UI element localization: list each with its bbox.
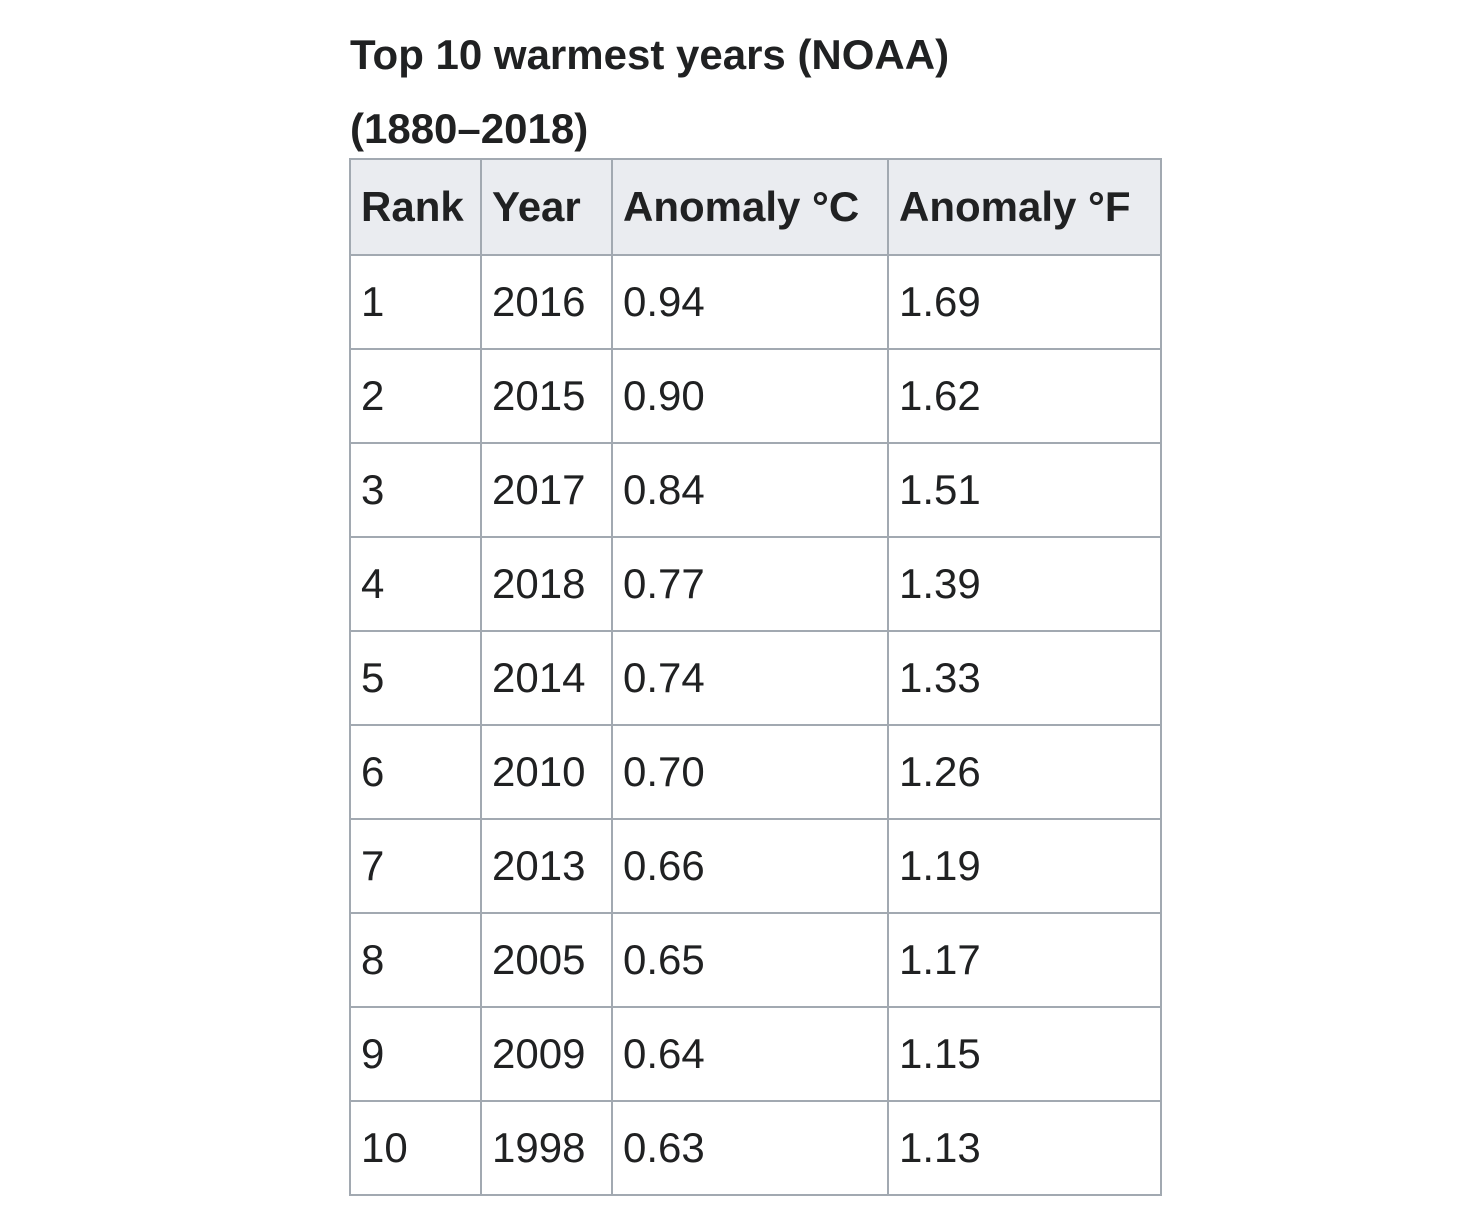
- cell-rank: 6: [349, 724, 482, 820]
- cell-anomaly-fahrenheit: 1.17: [887, 912, 1162, 1008]
- cell-anomaly-celsius: 0.70: [611, 724, 889, 820]
- cell-anomaly-fahrenheit: 1.33: [887, 630, 1162, 726]
- cell-rank: 4: [349, 536, 482, 632]
- cell-rank: 1: [349, 254, 482, 350]
- cell-anomaly-celsius: 0.65: [611, 912, 889, 1008]
- cell-rank: 7: [349, 818, 482, 914]
- cell-anomaly-fahrenheit: 1.26: [887, 724, 1162, 820]
- table-row: 2 2015 0.90 1.62: [349, 348, 1162, 444]
- cell-year: 2013: [480, 818, 613, 914]
- cell-year: 2017: [480, 442, 613, 538]
- cell-anomaly-fahrenheit: 1.39: [887, 536, 1162, 632]
- table-header-row: Rank Year Anomaly °C Anomaly °F: [349, 158, 1162, 256]
- cell-rank: 2: [349, 348, 482, 444]
- table-row: 6 2010 0.70 1.26: [349, 724, 1162, 820]
- column-header-year[interactable]: Year: [480, 158, 613, 256]
- cell-year: 2010: [480, 724, 613, 820]
- table-row: 9 2009 0.64 1.15: [349, 1006, 1162, 1102]
- cell-anomaly-celsius: 0.94: [611, 254, 889, 350]
- cell-anomaly-fahrenheit: 1.13: [887, 1100, 1162, 1196]
- cell-year: 2005: [480, 912, 613, 1008]
- cell-anomaly-fahrenheit: 1.62: [887, 348, 1162, 444]
- table-row: 4 2018 0.77 1.39: [349, 536, 1162, 632]
- table-row: 7 2013 0.66 1.19: [349, 818, 1162, 914]
- cell-anomaly-celsius: 0.77: [611, 536, 889, 632]
- cell-anomaly-celsius: 0.74: [611, 630, 889, 726]
- cell-anomaly-fahrenheit: 1.19: [887, 818, 1162, 914]
- table-caption: Top 10 warmest years (NOAA) (1880–2018): [350, 18, 1050, 166]
- caption-title: Top 10 warmest years (NOAA): [350, 31, 950, 78]
- caption-period: (1880–2018): [350, 105, 589, 152]
- warmest-years-table: Rank Year Anomaly °C Anomaly °F 1 2016 0…: [349, 158, 1162, 1196]
- column-header-anomaly-celsius[interactable]: Anomaly °C: [611, 158, 889, 256]
- cell-rank: 5: [349, 630, 482, 726]
- table-row: 5 2014 0.74 1.33: [349, 630, 1162, 726]
- cell-year: 2016: [480, 254, 613, 350]
- cell-rank: 8: [349, 912, 482, 1008]
- cell-rank: 10: [349, 1100, 482, 1196]
- table-row: 3 2017 0.84 1.51: [349, 442, 1162, 538]
- cell-year: 2014: [480, 630, 613, 726]
- cell-anomaly-celsius: 0.63: [611, 1100, 889, 1196]
- cell-rank: 9: [349, 1006, 482, 1102]
- cell-year: 2009: [480, 1006, 613, 1102]
- cell-anomaly-fahrenheit: 1.15: [887, 1006, 1162, 1102]
- cell-anomaly-celsius: 0.64: [611, 1006, 889, 1102]
- cell-anomaly-celsius: 0.66: [611, 818, 889, 914]
- cell-anomaly-celsius: 0.84: [611, 442, 889, 538]
- cell-anomaly-celsius: 0.90: [611, 348, 889, 444]
- cell-anomaly-fahrenheit: 1.69: [887, 254, 1162, 350]
- cell-rank: 3: [349, 442, 482, 538]
- cell-year: 2018: [480, 536, 613, 632]
- cell-year: 1998: [480, 1100, 613, 1196]
- cell-year: 2015: [480, 348, 613, 444]
- cell-anomaly-fahrenheit: 1.51: [887, 442, 1162, 538]
- table-row: 1 2016 0.94 1.69: [349, 254, 1162, 350]
- table-row: 10 1998 0.63 1.13: [349, 1100, 1162, 1196]
- column-header-rank[interactable]: Rank: [349, 158, 482, 256]
- column-header-anomaly-fahrenheit[interactable]: Anomaly °F: [887, 158, 1162, 256]
- table-row: 8 2005 0.65 1.17: [349, 912, 1162, 1008]
